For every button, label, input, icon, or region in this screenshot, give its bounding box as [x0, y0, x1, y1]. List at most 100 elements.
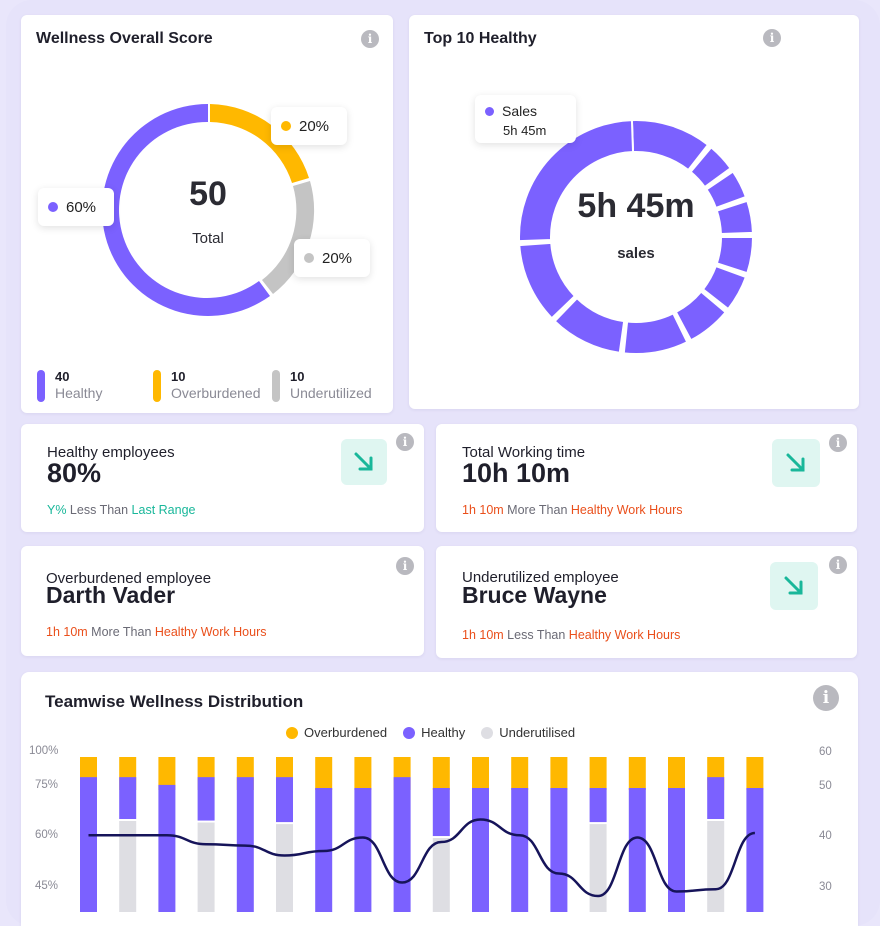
top10-segment[interactable]: [630, 119, 710, 172]
donut-underutilized-segment[interactable]: [262, 181, 315, 294]
top10-card: Top 10 Healthy i 5h 45m sales Sales 5h 4…: [409, 15, 859, 409]
total-working-time-card: Total Working time 10h 10m 1h 10m More T…: [436, 424, 857, 532]
wellness-total-label: Total: [192, 230, 224, 247]
note-amount: 1h 10m: [462, 628, 504, 642]
note-reference: Last Range: [131, 503, 196, 517]
trend-down-icon: [770, 562, 818, 610]
note-amount: 1h 10m: [462, 503, 504, 517]
note-connector: More Than: [503, 503, 571, 517]
stat-value: 10h 10m: [462, 458, 571, 488]
info-icon[interactable]: i: [396, 433, 414, 451]
legend-label: Overburdened: [304, 725, 388, 740]
chart-legend: Overburdened Healthy Underutilised: [286, 725, 591, 740]
tooltip-name: Sales: [502, 103, 538, 119]
donut-healthy-segment[interactable]: [102, 104, 270, 316]
teamwise-title: Teamwise Wellness Distribution: [45, 692, 304, 711]
top10-center-value: 5h 45m: [577, 187, 695, 225]
stat-value: Bruce Wayne: [462, 582, 607, 608]
note-connector: Less Than: [503, 628, 569, 642]
legend-overburdened-value: 10: [171, 369, 186, 384]
stat-note: Y% Less Than Last Range: [47, 503, 195, 517]
underutilized-callout-value: 20%: [322, 249, 353, 267]
stat-note: 1h 10m More Than Healthy Work Hours: [462, 503, 682, 517]
legend-underutilized-value: 10: [290, 369, 305, 384]
underutilized-dot-icon: [304, 253, 314, 263]
legend-healthy-swatch: [37, 370, 45, 402]
trend-down-icon: [772, 439, 820, 487]
legend-overburdened-swatch: [153, 370, 161, 402]
info-icon[interactable]: i: [396, 557, 414, 575]
top10-center-label: sales: [617, 245, 655, 262]
note-reference: Healthy Work Hours: [568, 628, 681, 642]
wellness-donut: [102, 104, 315, 316]
stat-value: Darth Vader: [46, 582, 176, 608]
overburdened-callout: 20%: [271, 107, 347, 145]
left-tick: 60%: [35, 829, 59, 841]
note-reference: Healthy Work Hours: [570, 503, 683, 517]
top10-segment[interactable]: [518, 241, 577, 320]
top10-segment[interactable]: [715, 236, 755, 275]
legend-item-underutilised[interactable]: Underutilised: [481, 725, 575, 740]
top10-segment[interactable]: [674, 290, 728, 342]
stat-title: Healthy employees: [47, 444, 175, 461]
top10-segment[interactable]: [701, 264, 748, 311]
legend-underutilized: 10 Underutilized: [272, 370, 372, 402]
underutilized-employee-card: Underutilized employee Bruce Wayne 1h 10…: [436, 546, 857, 658]
overburdened-employee-card: Overburdened employee Darth Vader 1h 10m…: [21, 546, 424, 656]
legend-label: Healthy: [421, 725, 466, 740]
top10-segment[interactable]: [518, 119, 635, 243]
info-icon[interactable]: i: [829, 556, 847, 574]
overburdened-callout-value: 20%: [299, 117, 330, 135]
donut-overburdened-segment[interactable]: [210, 104, 309, 183]
stat-title: Underutilized employee: [462, 569, 619, 586]
note-reference: Healthy Work Hours: [154, 625, 267, 639]
note-amount: Y%: [47, 503, 67, 517]
stat-title: Overburdened employee: [46, 570, 212, 587]
left-tick: 100%: [29, 745, 59, 757]
note-amount: 1h 10m: [46, 625, 88, 639]
overburdened-dot-icon: [281, 121, 291, 131]
trend-down-icon: [341, 439, 387, 485]
legend-underutilized-label: Underutilized: [290, 385, 372, 401]
healthy-employees-card: Healthy employees 80% Y% Less Than Last …: [21, 424, 424, 532]
legend-label: Underutilised: [499, 725, 576, 740]
wellness-score-title: Wellness Overall Score: [36, 30, 213, 47]
healthy-dot-icon: [403, 726, 416, 739]
stat-note: 1h 10m More Than Healthy Work Hours: [46, 625, 266, 639]
overburdened-dot-icon: [286, 726, 298, 739]
underutilized-callout: 20%: [294, 239, 370, 277]
legend-healthy-label: Healthy: [55, 385, 103, 401]
top10-donut: [518, 119, 755, 355]
left-tick: 45%: [35, 880, 59, 892]
underutilised-dot-icon: [481, 726, 494, 739]
info-icon[interactable]: i: [813, 685, 839, 711]
info-icon[interactable]: i: [361, 30, 379, 48]
stat-value: 80%: [47, 458, 102, 488]
stat-note: 1h 10m Less Than Healthy Work Hours: [462, 628, 680, 642]
top10-segment[interactable]: [622, 312, 689, 355]
note-connector: More Than: [87, 625, 155, 639]
info-icon[interactable]: i: [829, 434, 847, 452]
top10-tooltip: Sales 5h 45m: [475, 95, 576, 143]
healthy-dot-icon: [48, 202, 58, 212]
legend-item-overburdened[interactable]: Overburdened: [286, 725, 387, 740]
healthy-callout-value: 60%: [66, 198, 97, 216]
teamwise-card: Teamwise Wellness Distribution i: [21, 672, 858, 926]
sales-dot-icon: [485, 106, 494, 116]
top10-segment[interactable]: [689, 145, 733, 189]
note-connector: Less Than: [66, 503, 132, 517]
wellness-total-value: 50: [189, 175, 227, 213]
left-tick: 75%: [35, 779, 59, 791]
legend-overburdened: 10 Overburdened: [153, 370, 261, 402]
legend-healthy-value: 40: [55, 369, 70, 384]
legend-healthy: 40 Healthy: [37, 370, 102, 402]
legend-underutilized-swatch: [272, 370, 280, 402]
legend-overburdened-label: Overburdened: [171, 385, 261, 401]
top10-segment[interactable]: [715, 199, 754, 236]
healthy-callout: 60%: [38, 188, 114, 226]
info-icon[interactable]: i: [763, 29, 781, 47]
right-tick: 30: [819, 881, 832, 893]
top10-segment[interactable]: [553, 296, 626, 354]
legend-item-healthy[interactable]: Healthy: [403, 725, 465, 740]
top10-segment[interactable]: [705, 170, 748, 210]
